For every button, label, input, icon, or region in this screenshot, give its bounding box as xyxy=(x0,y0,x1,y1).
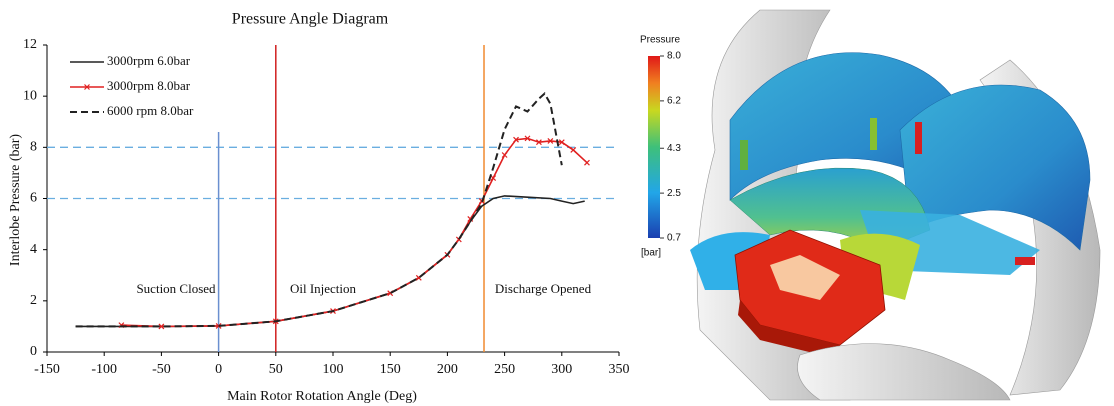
x-tick-label: 200 xyxy=(437,362,458,377)
series-marker xyxy=(535,139,542,146)
y-tick-label: 4 xyxy=(30,242,37,257)
x-tick-label: 0 xyxy=(215,362,222,377)
colorbar-tick-label: 0.7 xyxy=(667,233,681,244)
colorbar-tick-label: 2.5 xyxy=(667,188,681,199)
chart-title: Pressure Angle Diagram xyxy=(232,11,389,28)
y-tick-label: 10 xyxy=(23,88,37,103)
x-tick-label: 250 xyxy=(494,362,515,377)
colorbar-title: Pressure xyxy=(640,35,680,46)
legend-label: 3000rpm 8.0bar xyxy=(107,78,191,93)
x-tick-label: -100 xyxy=(91,362,117,377)
legend-label: 6000 rpm 8.0bar xyxy=(107,103,194,118)
colorbar-unit: [bar] xyxy=(641,248,661,259)
x-tick-label: -50 xyxy=(152,362,171,377)
x-tick-label: 350 xyxy=(609,362,630,377)
x-tick-label: 100 xyxy=(323,362,344,377)
series-marker xyxy=(547,138,554,144)
series-marker xyxy=(558,139,565,146)
colorbar xyxy=(648,56,660,238)
series-marker xyxy=(524,135,531,142)
x-tick-label: 150 xyxy=(380,362,401,377)
y-tick-label: 0 xyxy=(30,344,37,359)
x-tick-label: 50 xyxy=(269,362,283,377)
y-tick-label: 12 xyxy=(23,37,37,52)
series-marker xyxy=(158,323,165,330)
rotor-render xyxy=(690,9,1101,401)
series-marker xyxy=(513,136,519,143)
x-axis-label: Main Rotor Rotation Angle (Deg) xyxy=(227,389,417,404)
colorbar-tick-label: 4.3 xyxy=(667,143,681,154)
series-marker xyxy=(584,159,590,166)
series-line xyxy=(75,195,585,328)
annotation: Suction Closed xyxy=(136,281,216,296)
annotation: Oil Injection xyxy=(290,281,357,296)
y-axis-label: Interlobe Pressure (bar) xyxy=(8,134,23,267)
legend-label: 3000rpm 6.0bar xyxy=(107,53,191,68)
annotation: Discharge Opened xyxy=(495,281,592,296)
x-tick-label: 300 xyxy=(551,362,572,377)
legend-marker xyxy=(84,84,90,90)
x-tick-label: -150 xyxy=(34,362,60,377)
y-tick-label: 2 xyxy=(30,293,37,308)
y-tick-label: 8 xyxy=(30,140,37,155)
series-marker xyxy=(501,152,508,158)
colorbar-tick-label: 8.0 xyxy=(667,51,681,62)
series-marker xyxy=(570,146,577,153)
series-line xyxy=(121,137,588,328)
y-tick-label: 6 xyxy=(30,191,37,206)
colorbar-tick-label: 6.2 xyxy=(667,96,681,107)
